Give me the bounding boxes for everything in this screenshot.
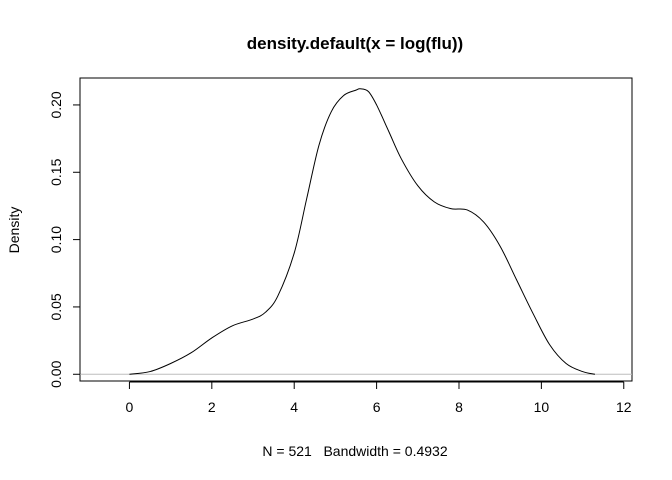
x-tick-label: 4: [290, 399, 298, 415]
x-axis: 0 2 4 6 8 10 12: [126, 381, 632, 415]
x-tick-label: 10: [534, 399, 550, 415]
x-axis-label: N = 521 Bandwidth = 0.4932: [262, 443, 447, 459]
x-tick-label: 0: [126, 399, 134, 415]
y-tick-label: 0.00: [48, 360, 64, 387]
chart-title: density.default(x = log(flu)): [247, 34, 463, 53]
y-axis: 0.00 0.05 0.10 0.15 0.20: [48, 91, 81, 388]
x-tick-label: 8: [455, 399, 463, 415]
y-tick-label: 0.20: [48, 91, 64, 118]
x-tick-label: 2: [208, 399, 216, 415]
y-tick-label: 0.15: [48, 158, 64, 185]
y-axis-label: Density: [6, 207, 22, 254]
y-tick-label: 0.10: [48, 226, 64, 253]
x-tick-label: 12: [616, 399, 632, 415]
x-tick-label: 6: [373, 399, 381, 415]
y-tick-label: 0.05: [48, 293, 64, 320]
density-curve: [129, 88, 596, 375]
